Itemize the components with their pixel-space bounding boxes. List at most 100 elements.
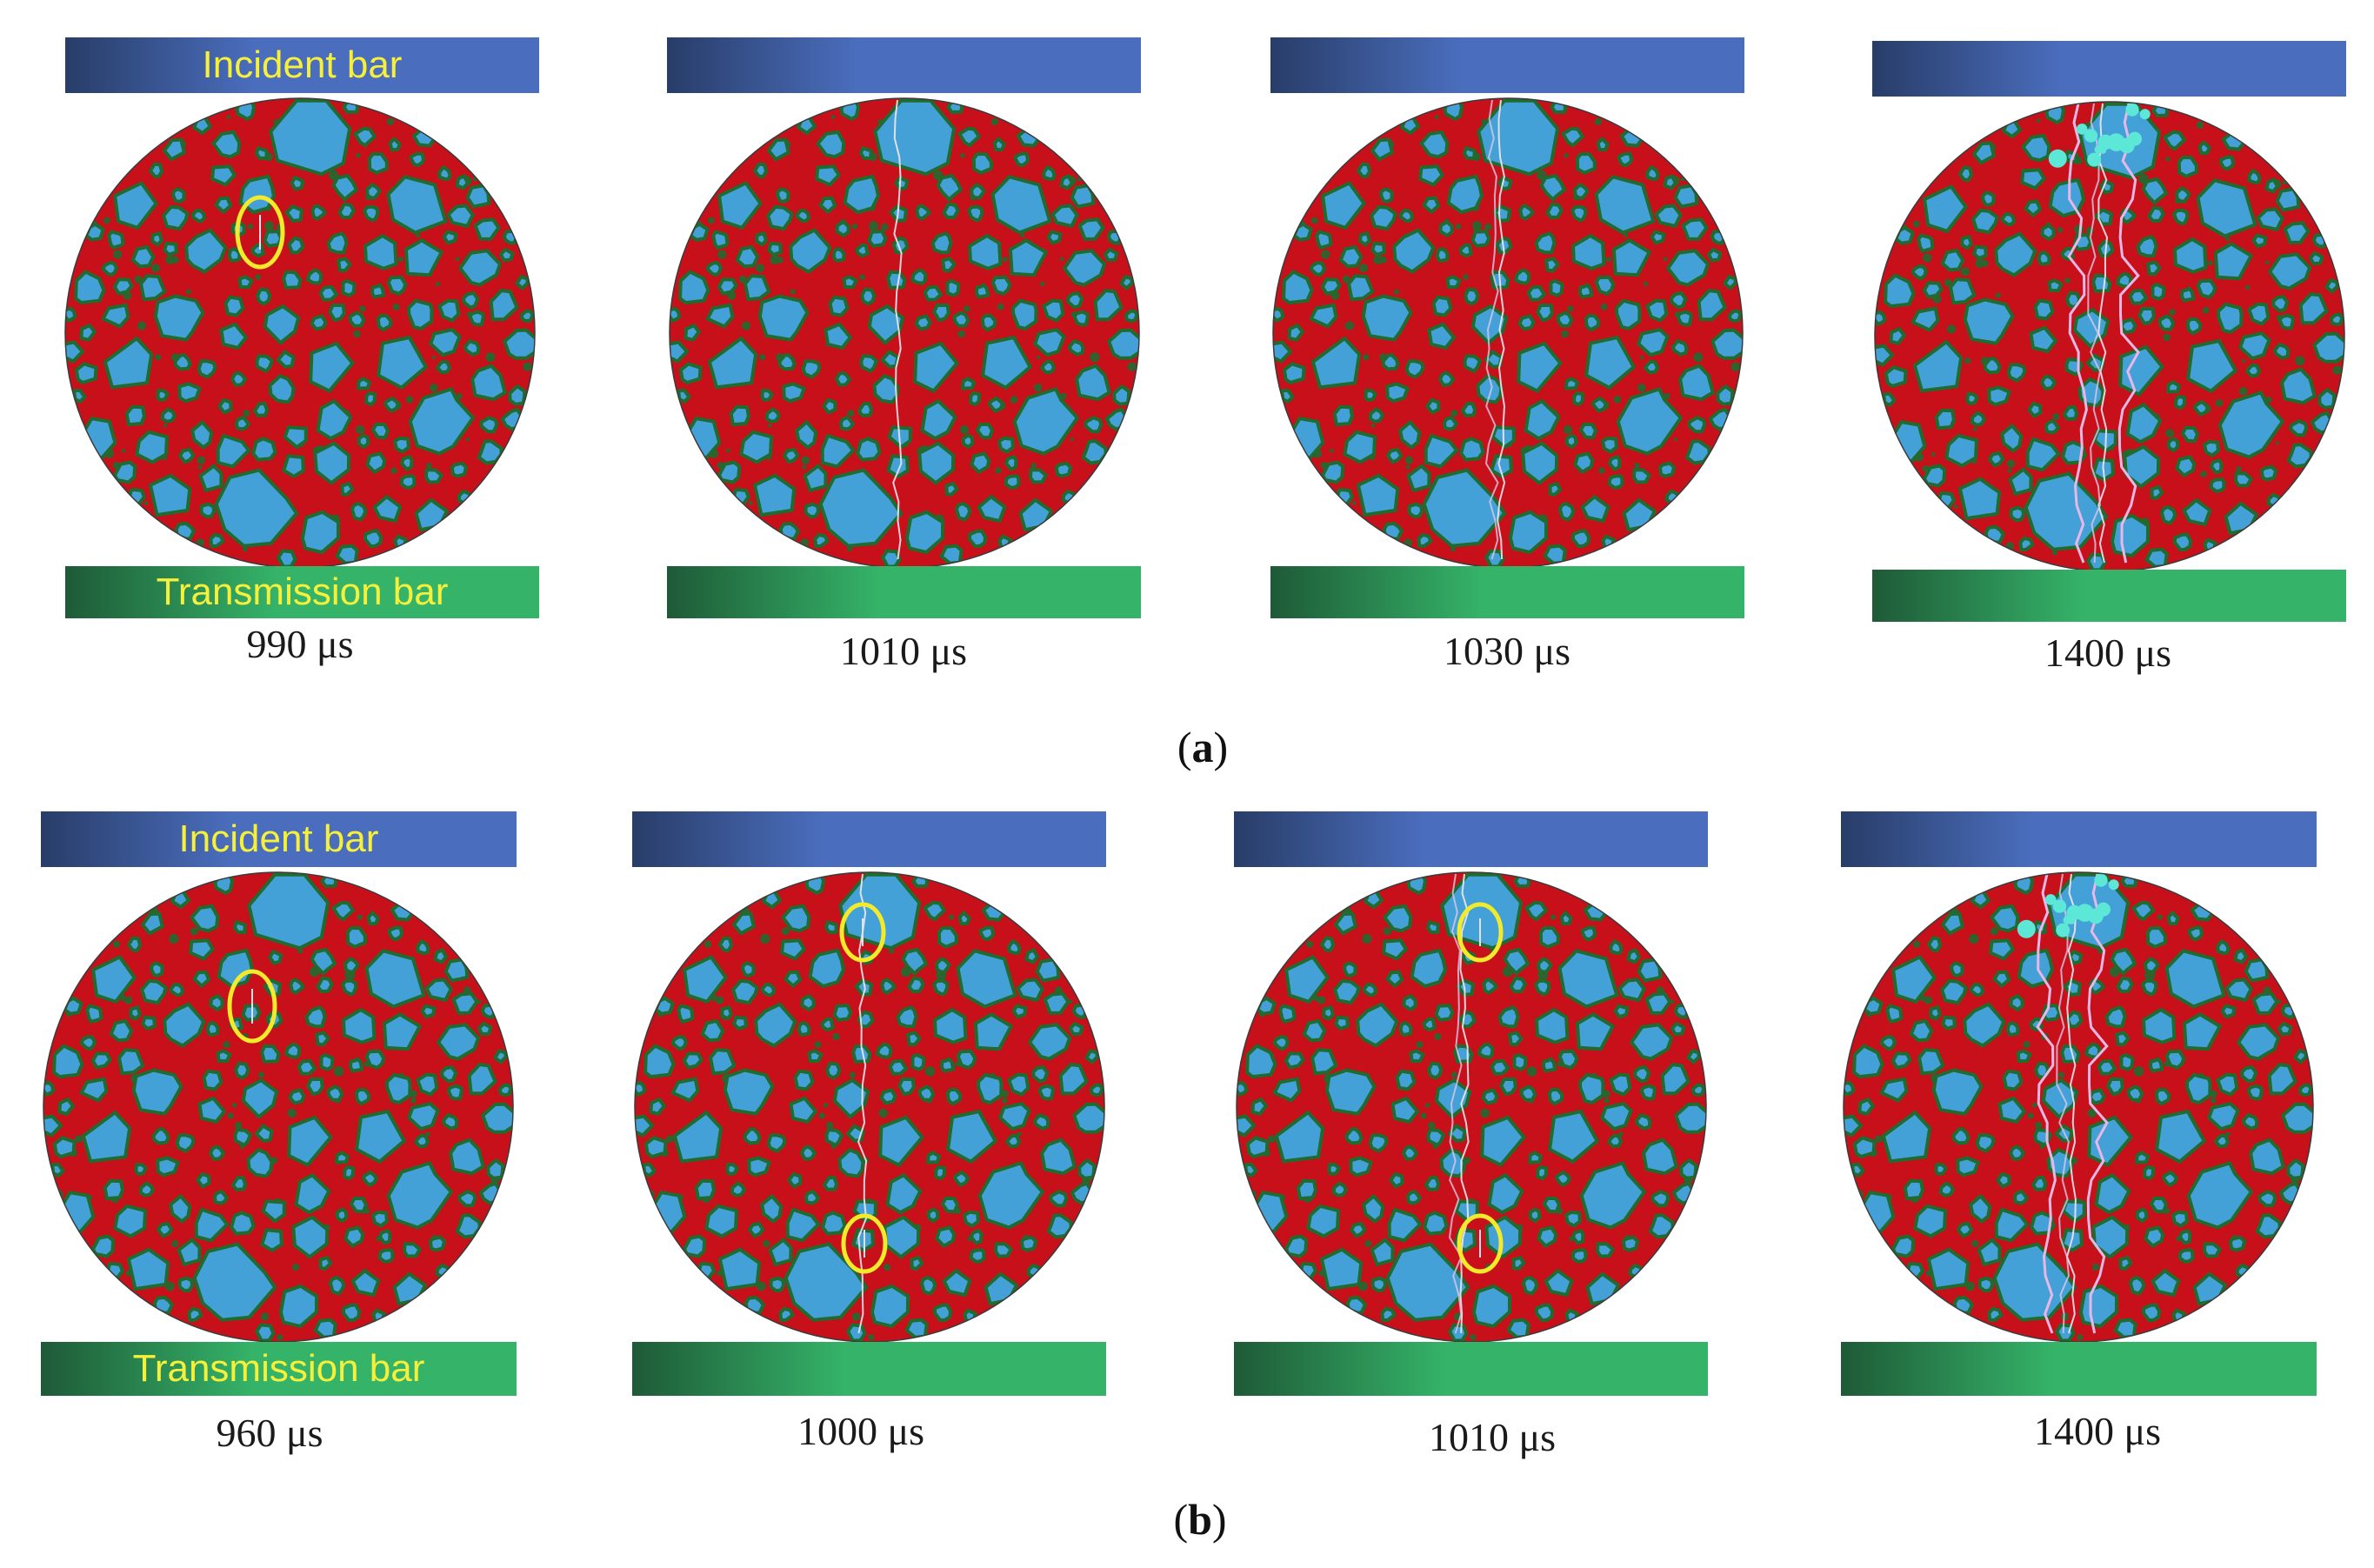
itz-patch [636,998,644,1005]
itz-patch [465,437,470,442]
aggregate [199,502,216,519]
aggregate [1578,1072,1605,1104]
itz-patch [2295,356,2305,366]
aggregate [784,1242,869,1322]
aggregate [705,303,735,329]
aggregate [211,130,242,159]
aggregate [1615,298,1642,330]
itz-patch [717,250,727,259]
aggregate [800,994,816,1011]
itz-patch [1070,437,1074,442]
aggregate [2272,343,2291,360]
itz-patch [223,1041,230,1049]
aggregate [1423,1211,1449,1236]
itz-patch [1891,937,1899,946]
itz-patch [165,1281,175,1291]
aggregate [366,911,380,926]
aggregate [797,1021,811,1037]
itz-patch [1923,253,1932,263]
aggregate [1309,303,1338,329]
aggregate [353,126,377,148]
damage-fragment [2052,899,2067,913]
aggregate [189,938,215,961]
itz-patch [847,410,855,417]
itz-patch [2215,399,2224,407]
aggregate [990,275,1012,296]
aggregate [1462,146,1477,161]
itz-patch [1268,1135,1276,1143]
damage-fragment [2044,894,2057,905]
itz-patch [1020,233,1025,238]
aggregate [386,1161,453,1230]
itz-patch [359,305,366,312]
itz-patch [187,877,195,884]
aggregate [1344,1127,1364,1145]
aggregate [1385,970,1404,988]
itz-patch [2202,307,2210,314]
itz-patch [2031,1103,2037,1108]
aggregate [2217,390,2284,459]
aggregate [732,911,756,936]
aggregate [1951,1127,1971,1145]
aggregate [789,1096,817,1124]
aggregate [970,451,991,474]
itz-patch [868,1334,875,1341]
itz-patch [146,537,156,546]
aggregate [1891,1234,1916,1258]
itz-patch [1567,305,1574,312]
aggregate [364,1049,386,1070]
itz-patch [2282,1252,2293,1264]
aggregate [1544,257,1560,273]
aggregate [831,247,846,263]
aggregate [255,354,274,373]
itz-patch [2006,459,2015,468]
aggregate [2178,1229,2192,1245]
aggregate [1370,1276,1387,1293]
itz-patch [2324,138,2336,150]
itz-patch [776,256,784,264]
aggregate [2149,1196,2168,1214]
aggregate [2264,177,2279,194]
itz-patch [2211,1098,2217,1104]
aggregate [1564,377,1579,390]
aggregate [1435,247,1450,263]
aggregate [268,950,283,965]
aggregate [241,1078,279,1119]
itz-patch [528,133,535,140]
aggregate [1521,441,1559,485]
aggregate [888,1058,908,1076]
aggregate [832,1004,853,1022]
itz-patch [1673,437,1677,442]
aggregate [1459,437,1485,462]
aggregate [241,1004,262,1022]
aggregate [2268,252,2311,290]
aggregate [1321,460,1345,484]
aggregate [760,1194,784,1224]
aggregate [2209,477,2226,493]
itz-patch [260,1312,270,1321]
itz-patch [2074,224,2084,235]
aggregate [1984,524,2005,544]
itz-patch [1132,133,1139,140]
aggregate [1617,977,1646,1002]
aggregate [936,173,963,202]
aggregate [1570,204,1588,223]
aggregate [1547,1087,1564,1106]
aggregate [284,204,303,223]
aggregate [2000,424,2024,453]
aggregate [1686,1049,1701,1064]
aggregate [904,510,945,555]
itz-patch [2164,429,2175,438]
aggregate [268,374,296,404]
itz-patch [1364,1240,1372,1248]
aggregate [952,1171,970,1187]
itz-patch [1077,538,1086,548]
aggregate [2197,140,2211,156]
aggregate [1541,1057,1557,1073]
itz-patch [124,556,131,563]
damage-fragment [2056,923,2071,937]
aggregate [1506,1318,1530,1339]
aggregate [1879,1035,1897,1051]
aggregate [141,1015,157,1031]
itz-patch [58,1332,68,1342]
